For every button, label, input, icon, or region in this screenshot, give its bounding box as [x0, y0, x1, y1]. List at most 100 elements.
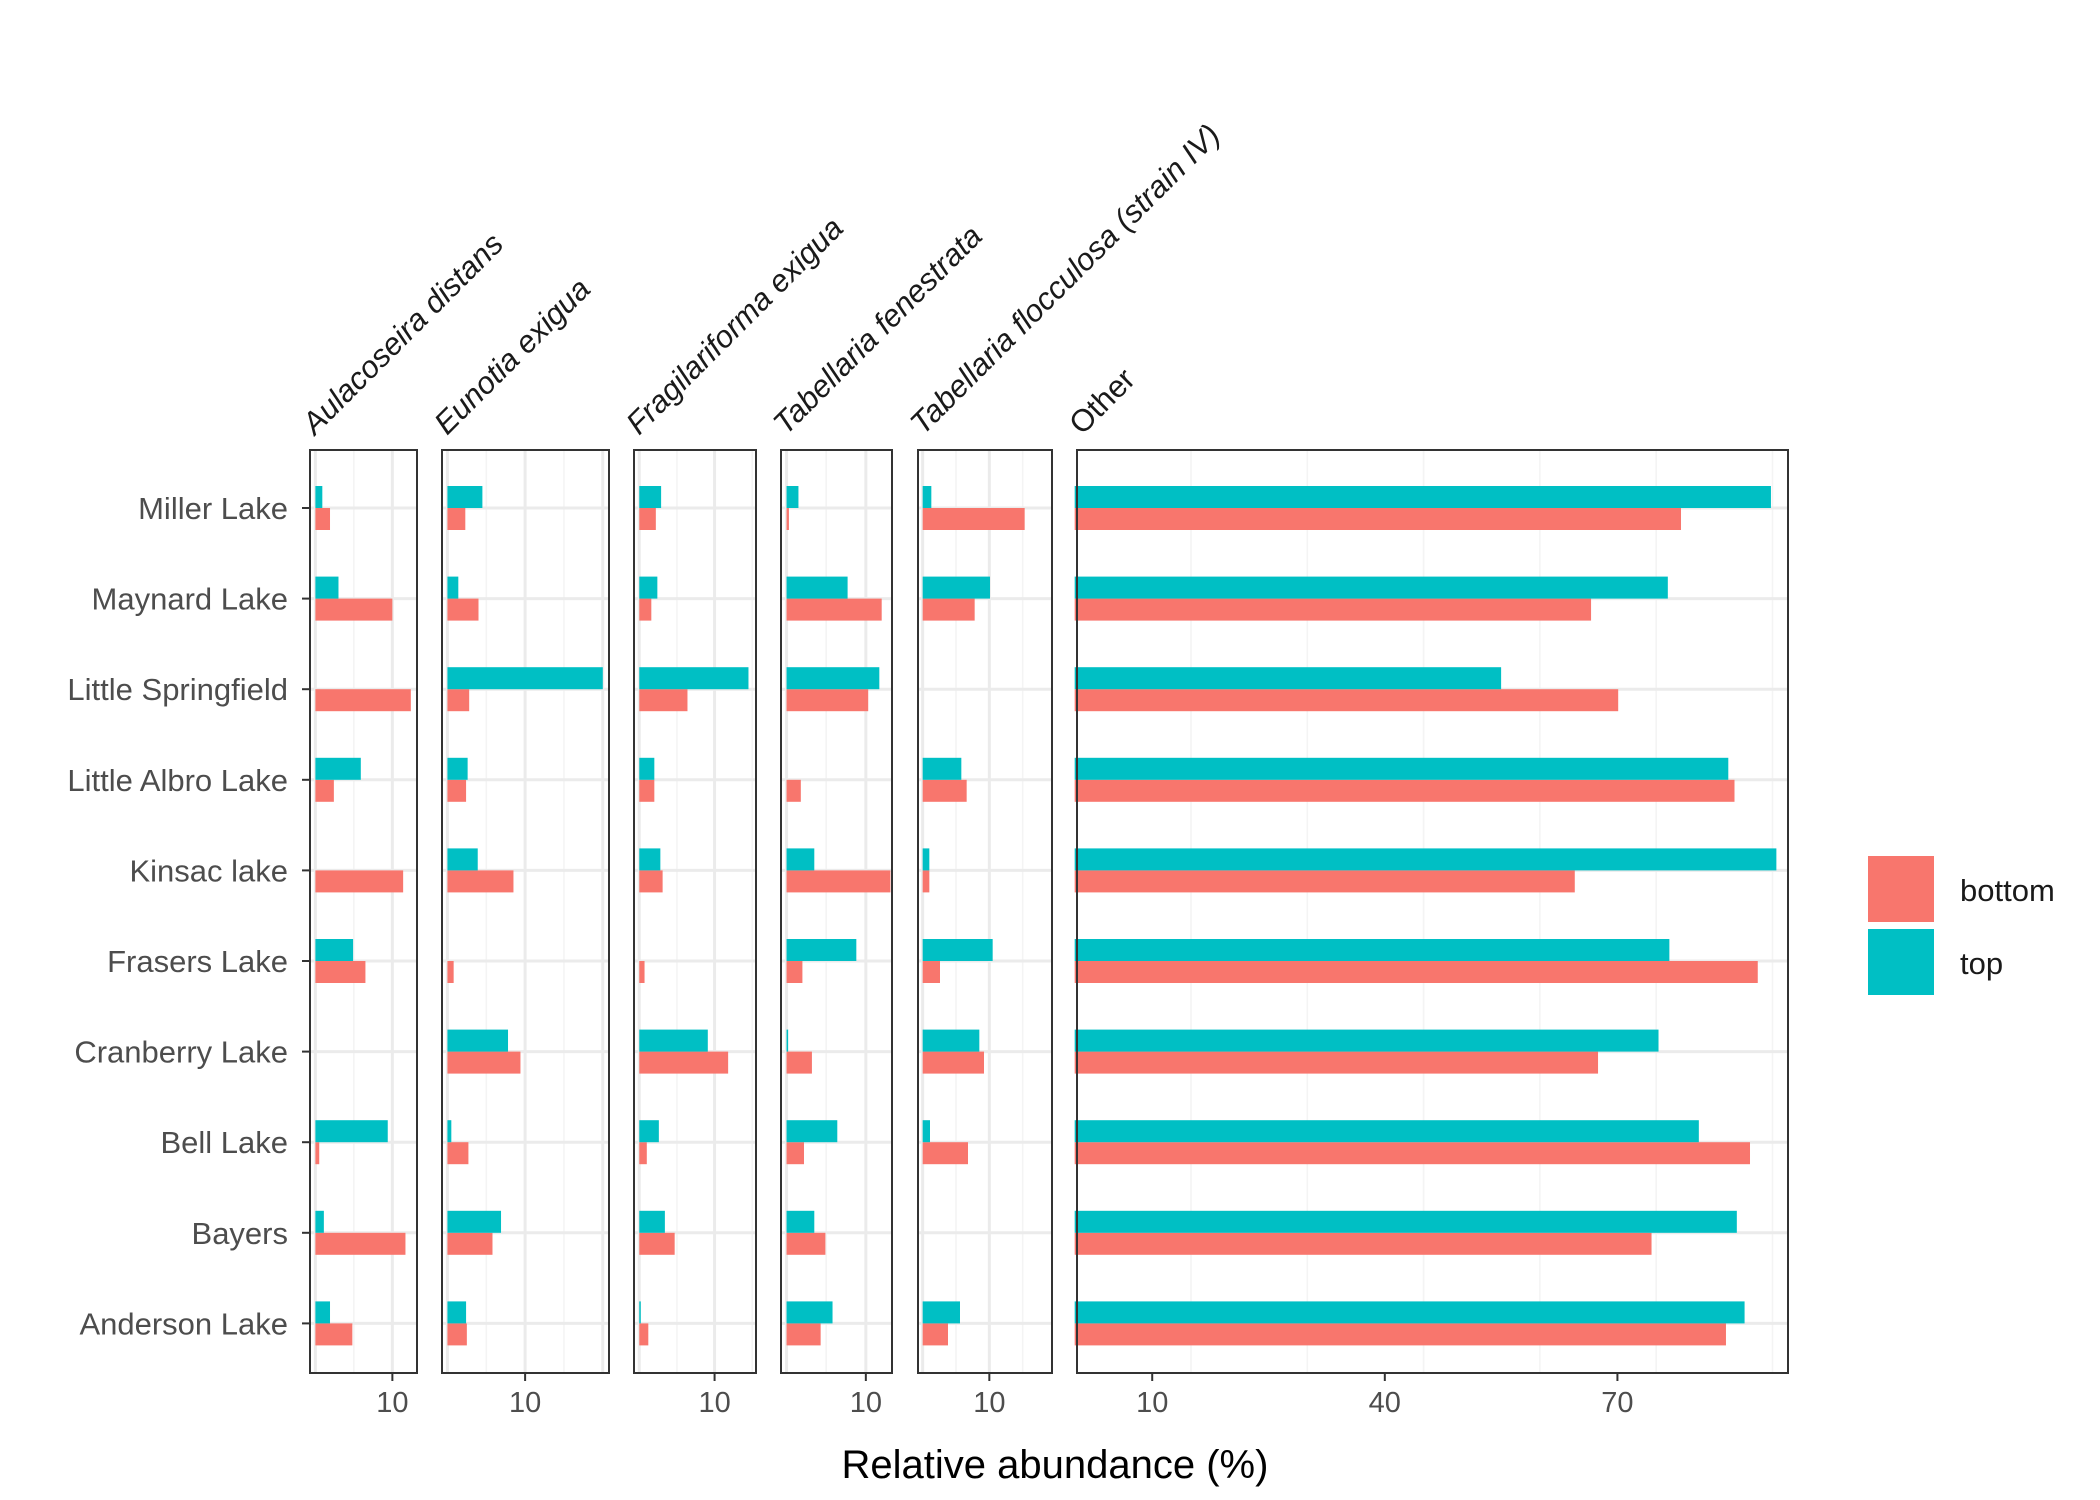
bar-top-tabellaria-fenestrata-bayers	[786, 1210, 815, 1233]
bar-top-tabellaria-fenestrata-cranberry-lake	[786, 1029, 789, 1052]
bar-top-tabellaria-flocculosa-strain-iv-kinsac-lake	[922, 848, 930, 871]
bar-top-fragilariforma-exigua-bell-lake	[639, 1120, 659, 1143]
bar-top-other-bell-lake	[1074, 1120, 1699, 1143]
bar-top-eunotia-exigua-little-albro-lake	[447, 757, 468, 780]
bar-bottom-fragilariforma-exigua-kinsac-lake	[639, 870, 663, 893]
bar-bottom-tabellaria-flocculosa-strain-iv-frasers-lake	[922, 961, 940, 983]
bar-bottom-aulacoseira-distans-frasers-lake	[315, 961, 366, 983]
bar-top-tabellaria-flocculosa-strain-iv-bell-lake	[922, 1120, 930, 1143]
bar-top-eunotia-exigua-bayers	[447, 1210, 502, 1233]
x-tick-label-tabellaria-fenestrata: 10	[850, 1387, 882, 1419]
bar-bottom-tabellaria-flocculosa-strain-iv-maynard-lake	[922, 598, 975, 621]
bar-bottom-other-anderson-lake	[1074, 1323, 1726, 1346]
bar-bottom-eunotia-exigua-cranberry-lake	[447, 1051, 521, 1074]
bar-bottom-tabellaria-fenestrata-miller-lake	[786, 508, 789, 530]
legend-swatch-bottom	[1868, 856, 1934, 922]
bar-top-fragilariforma-exigua-cranberry-lake	[639, 1029, 708, 1052]
bar-top-other-bayers	[1074, 1210, 1737, 1233]
bar-bottom-tabellaria-fenestrata-kinsac-lake	[786, 870, 891, 893]
bar-bottom-fragilariforma-exigua-miller-lake	[639, 508, 656, 530]
bar-bottom-fragilariforma-exigua-bayers	[639, 1232, 675, 1255]
bar-bottom-tabellaria-fenestrata-little-springfield	[786, 689, 869, 712]
bar-bottom-other-bell-lake	[1074, 1142, 1751, 1165]
bar-top-eunotia-exigua-cranberry-lake	[447, 1029, 509, 1052]
bar-top-fragilariforma-exigua-little-springfield	[639, 667, 749, 690]
x-tick-label-fragilariforma-exigua: 10	[698, 1387, 730, 1419]
category-label-anderson-lake: Anderson Lake	[79, 1306, 288, 1341]
bar-bottom-tabellaria-flocculosa-strain-iv-little-albro-lake	[922, 779, 967, 802]
bar-bottom-fragilariforma-exigua-little-albro-lake	[639, 779, 655, 802]
bar-top-other-maynard-lake	[1074, 576, 1668, 599]
bar-bottom-eunotia-exigua-little-springfield	[447, 689, 470, 712]
bar-bottom-tabellaria-flocculosa-strain-iv-miller-lake	[922, 508, 1025, 530]
category-label-frasers-lake: Frasers Lake	[107, 944, 288, 979]
bar-top-tabellaria-fenestrata-bell-lake	[786, 1120, 838, 1143]
bar-top-other-kinsac-lake	[1074, 848, 1777, 871]
bar-bottom-aulacoseira-distans-kinsac-lake	[315, 870, 404, 893]
category-label-little-albro-lake: Little Albro Lake	[67, 763, 288, 798]
legend-label-top: top	[1960, 946, 2003, 981]
bar-top-aulacoseira-distans-maynard-lake	[315, 576, 339, 599]
bar-top-aulacoseira-distans-bayers	[315, 1210, 324, 1233]
x-tick-label-tabellaria-flocculosa-strain-iv: 10	[973, 1387, 1005, 1419]
bar-bottom-aulacoseira-distans-maynard-lake	[315, 598, 393, 621]
frame-layer	[302, 449, 1789, 1381]
bar-bottom-tabellaria-fenestrata-little-albro-lake	[786, 779, 801, 802]
bar-top-tabellaria-flocculosa-strain-iv-cranberry-lake	[922, 1029, 980, 1052]
bar-top-tabellaria-fenestrata-little-springfield	[786, 667, 880, 690]
category-label-kinsac-lake: Kinsac lake	[129, 853, 288, 888]
bar-top-aulacoseira-distans-miller-lake	[315, 486, 323, 508]
bar-bottom-fragilariforma-exigua-bell-lake	[639, 1142, 647, 1165]
bar-top-tabellaria-flocculosa-strain-iv-anderson-lake	[922, 1301, 960, 1324]
bar-bottom-eunotia-exigua-kinsac-lake	[447, 870, 514, 893]
bar-bottom-tabellaria-flocculosa-strain-iv-kinsac-lake	[922, 870, 930, 893]
bar-bottom-aulacoseira-distans-miller-lake	[315, 508, 331, 530]
bar-top-tabellaria-fenestrata-maynard-lake	[786, 576, 848, 599]
bar-bottom-eunotia-exigua-bayers	[447, 1232, 493, 1255]
bar-top-aulacoseira-distans-frasers-lake	[315, 939, 354, 961]
bar-top-eunotia-exigua-anderson-lake	[447, 1301, 467, 1324]
bar-bottom-fragilariforma-exigua-frasers-lake	[639, 961, 645, 983]
category-label-maynard-lake: Maynard Lake	[92, 582, 288, 617]
bar-bottom-tabellaria-fenestrata-maynard-lake	[786, 598, 882, 621]
bar-top-aulacoseira-distans-little-albro-lake	[315, 757, 361, 780]
bar-top-other-anderson-lake	[1074, 1301, 1745, 1324]
bar-bottom-eunotia-exigua-anderson-lake	[447, 1323, 467, 1346]
facet-label-other: Other	[1062, 361, 1142, 441]
bar-top-other-frasers-lake	[1074, 939, 1670, 961]
bar-bottom-aulacoseira-distans-little-springfield	[315, 689, 411, 712]
category-label-bell-lake: Bell Lake	[160, 1125, 288, 1160]
bar-bottom-aulacoseira-distans-bayers	[315, 1232, 406, 1255]
bar-bottom-tabellaria-fenestrata-frasers-lake	[786, 961, 803, 983]
bar-bottom-tabellaria-flocculosa-strain-iv-anderson-lake	[922, 1323, 948, 1346]
category-label-miller-lake: Miller Lake	[138, 491, 288, 526]
bar-bottom-other-miller-lake	[1074, 508, 1682, 530]
bar-bottom-other-kinsac-lake	[1074, 870, 1575, 893]
bar-top-tabellaria-flocculosa-strain-iv-little-albro-lake	[922, 757, 962, 780]
bar-bottom-tabellaria-flocculosa-strain-iv-cranberry-lake	[922, 1051, 984, 1074]
bar-top-tabellaria-flocculosa-strain-iv-miller-lake	[922, 486, 932, 508]
bar-top-tabellaria-fenestrata-kinsac-lake	[786, 848, 815, 871]
panel-border-fragilariforma-exigua	[633, 449, 757, 1374]
bar-bottom-tabellaria-fenestrata-bayers	[786, 1232, 826, 1255]
panel-border-tabellaria-fenestrata	[780, 449, 893, 1374]
bar-bottom-tabellaria-fenestrata-anderson-lake	[786, 1323, 821, 1346]
bar-bottom-fragilariforma-exigua-anderson-lake	[639, 1323, 649, 1346]
bar-bottom-other-little-albro-lake	[1074, 779, 1735, 802]
bar-top-tabellaria-fenestrata-anderson-lake	[786, 1301, 833, 1324]
bar-bottom-other-bayers	[1074, 1232, 1652, 1255]
bar-top-eunotia-exigua-kinsac-lake	[447, 848, 478, 871]
bar-top-fragilariforma-exigua-anderson-lake	[639, 1301, 641, 1324]
bar-top-tabellaria-fenestrata-miller-lake	[786, 486, 799, 508]
bar-bottom-fragilariforma-exigua-maynard-lake	[639, 598, 652, 621]
legend-swatch-top	[1868, 929, 1934, 995]
x-tick-label-other: 40	[1369, 1387, 1401, 1419]
bar-top-fragilariforma-exigua-maynard-lake	[639, 576, 658, 599]
bar-bottom-eunotia-exigua-frasers-lake	[447, 961, 454, 983]
bar-top-aulacoseira-distans-bell-lake	[315, 1120, 388, 1143]
bar-top-fragilariforma-exigua-miller-lake	[639, 486, 662, 508]
bar-bottom-eunotia-exigua-little-albro-lake	[447, 779, 467, 802]
legend: bottom top	[1868, 856, 2055, 995]
